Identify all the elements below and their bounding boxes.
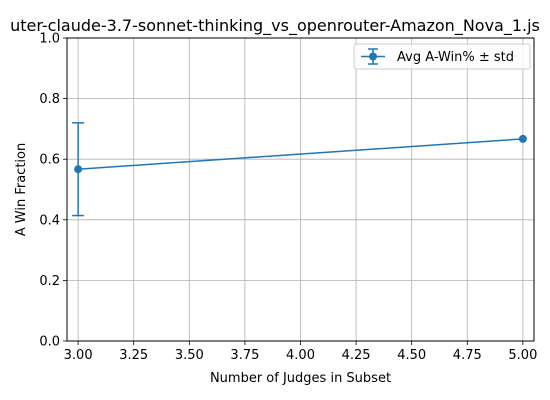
- y-tick-label: 1.0: [39, 32, 60, 47]
- legend-label: Avg A-Win% ± std: [397, 50, 514, 65]
- legend: Avg A-Win% ± std: [353, 43, 531, 70]
- chart-title: uter-claude-3.7-sonnet-thinking_vs_openr…: [10, 16, 540, 36]
- legend-marker: [369, 52, 377, 61]
- grid: [67, 37, 534, 342]
- series-line: [78, 138, 523, 170]
- y-tick-label: 0.2: [39, 274, 60, 289]
- legend-box: [353, 43, 531, 70]
- data-point: [74, 165, 83, 174]
- x-tick-label: 4.00: [286, 348, 315, 363]
- x-tick-label: 3.50: [175, 348, 204, 363]
- y-tick-label: 0.6: [39, 153, 60, 168]
- x-tick-label: 5.00: [508, 348, 537, 363]
- tick-layer: 3.00 3.25 3.50 3.75 4.00 4.25 4.50 4.75 5.00 0.0 0…: [39, 32, 537, 364]
- x-tick-label: 4.50: [397, 348, 426, 363]
- y-axis-label: A Win Fraction: [14, 143, 29, 236]
- x-tick-label: 4.75: [453, 348, 482, 363]
- x-tick-label: 4.25: [342, 348, 371, 363]
- y-tick-label: 0.8: [39, 92, 60, 107]
- data-layer: [72, 122, 527, 217]
- data-point: [518, 134, 527, 143]
- y-tick-label: 0.0: [39, 335, 60, 350]
- x-tick-label: 3.25: [119, 348, 148, 363]
- x-tick-label: 3.75: [230, 348, 259, 363]
- x-tick-label: 3.00: [64, 348, 93, 363]
- y-tick-label: 0.4: [39, 213, 60, 228]
- x-axis-label: Number of Judges in Subset: [210, 371, 391, 386]
